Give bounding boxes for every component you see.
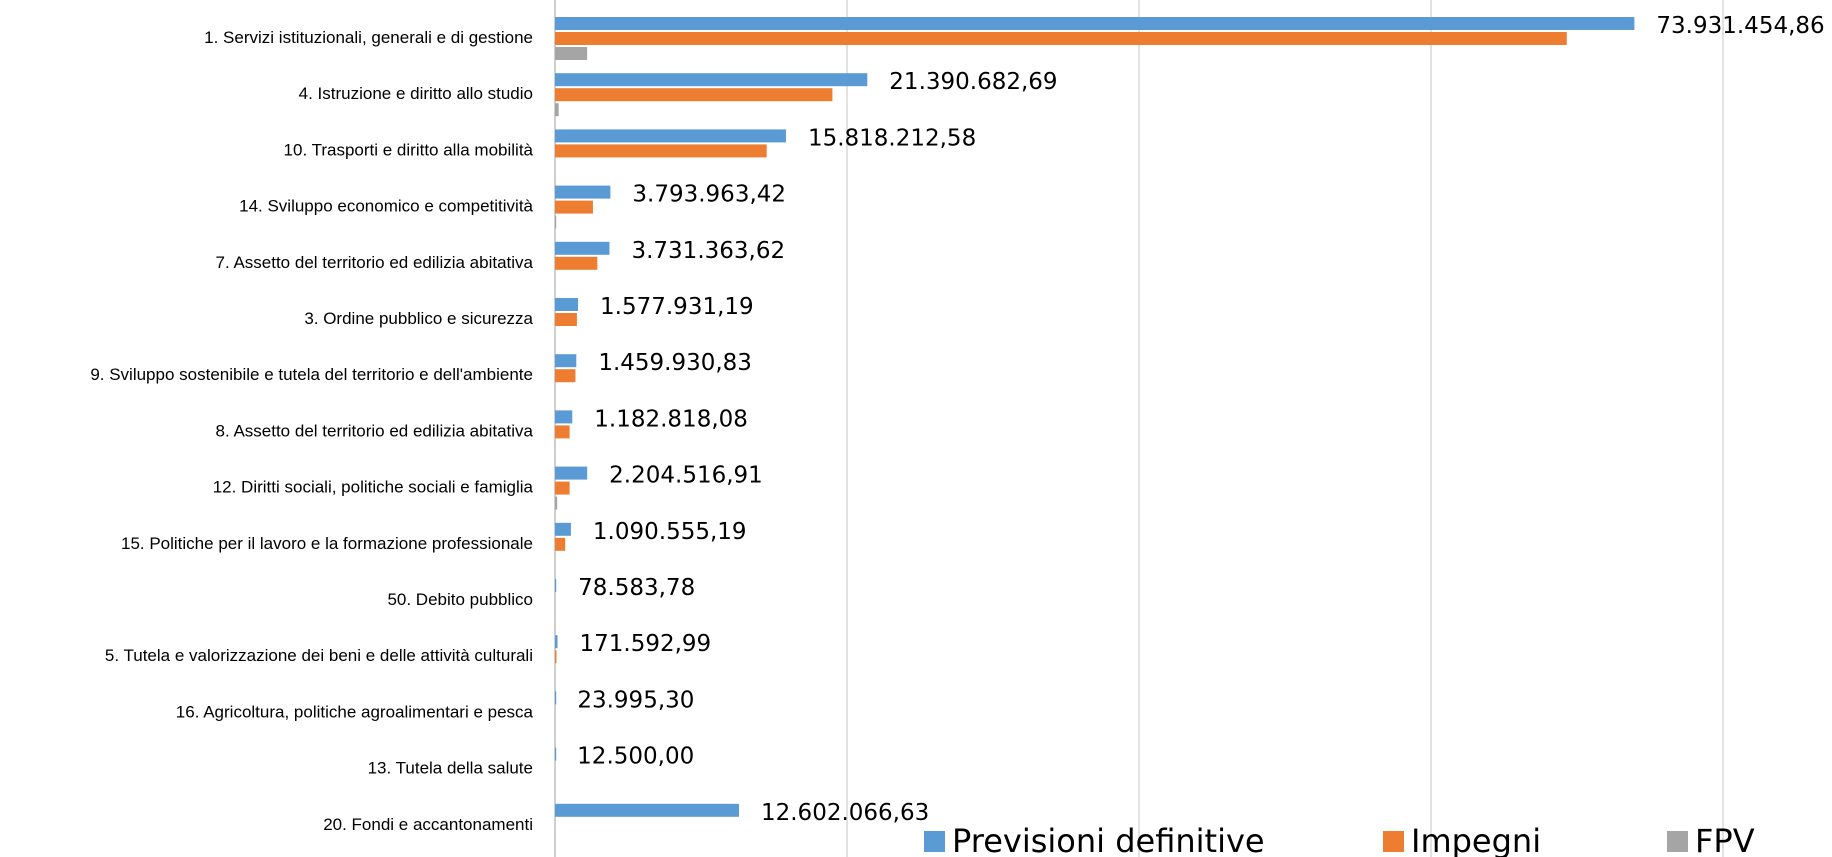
bar-previsioni-definitive: [555, 410, 573, 424]
bar-previsioni-definitive: [555, 803, 739, 817]
legend-label: Previsioni definitive: [952, 822, 1265, 857]
category-label: 16. Agricoltura, politiche agroalimentar…: [176, 702, 534, 721]
legend-swatch: [924, 831, 945, 852]
data-label: 1.090.555,19: [593, 519, 747, 545]
bar-impegni: [555, 256, 598, 270]
legend-label: FPV: [1695, 822, 1755, 857]
bar-fpv: [555, 496, 558, 510]
data-labels: 73.931.454,86 21.390.682,69 15.818.212,58 3…: [577, 13, 1824, 826]
bar-impegni: [555, 144, 767, 158]
data-label: 171.592,99: [580, 631, 712, 657]
category-label: 9. Sviluppo sostenibile e tutela del ter…: [90, 365, 533, 384]
bar-impegni: [555, 88, 833, 102]
bar-fpv: [555, 103, 559, 117]
bar-previsioni-definitive: [555, 635, 558, 649]
bars: [555, 17, 1635, 817]
category-label: 10. Trasporti e diritto alla mobilità: [284, 140, 534, 159]
data-label: 15.818.212,58: [808, 125, 976, 151]
data-label: 73.931.454,86: [1656, 13, 1824, 39]
legend-swatch: [1667, 831, 1688, 852]
bar-previsioni-definitive: [555, 691, 557, 705]
data-label: 1.459.930,83: [598, 350, 752, 376]
bar-previsioni-definitive: [555, 354, 577, 368]
data-label: 23.995,30: [577, 687, 694, 713]
bar-impegni: [555, 481, 570, 495]
legend: Previsioni definitive Impegni FPV: [924, 822, 1755, 857]
category-label: 3. Ordine pubblico e sicurezza: [304, 309, 533, 328]
data-label: 78.583,78: [578, 575, 695, 601]
category-label: 13. Tutela della salute: [368, 759, 533, 778]
data-label: 1.182.818,08: [594, 406, 748, 432]
bar-impegni: [555, 32, 1567, 45]
bar-previsioni-definitive: [555, 17, 1635, 30]
bar-previsioni-definitive: [555, 466, 588, 480]
bar-impegni: [555, 537, 566, 551]
gridlines: [554, 0, 1724, 857]
bar-fpv: [555, 47, 588, 60]
category-label: 1. Servizi istituzionali, generali e di …: [204, 28, 533, 47]
bar-impegni: [555, 200, 593, 214]
bar-impegni: [555, 650, 557, 664]
category-label: 4. Istruzione e diritto allo studio: [299, 84, 533, 103]
data-label: 21.390.682,69: [889, 69, 1057, 95]
category-label: 20. Fondi e accantonamenti: [323, 815, 533, 834]
bar-fpv: [555, 215, 557, 229]
legend-label: Impegni: [1411, 822, 1541, 857]
category-labels: 1. Servizi istituzionali, generali e di …: [90, 28, 533, 834]
category-label: 8. Assetto del territorio ed edilizia ab…: [215, 421, 533, 440]
bar-previsioni-definitive: [555, 579, 557, 592]
category-label: 12. Diritti sociali, politiche sociali e…: [213, 478, 534, 497]
bar-previsioni-definitive: [555, 522, 571, 536]
data-label: 3.793.963,42: [632, 182, 786, 208]
bar-previsioni-definitive: [555, 747, 557, 761]
data-label: 12.602.066,63: [761, 800, 929, 826]
bar-previsioni-definitive: [555, 298, 579, 311]
bar-previsioni-definitive: [555, 73, 868, 87]
legend-swatch: [1383, 831, 1404, 852]
category-label: 14. Sviluppo economico e competitività: [239, 197, 533, 216]
data-label: 2.204.516,91: [609, 463, 763, 489]
data-label: 3.731.363,62: [631, 238, 785, 264]
category-label: 50. Debito pubblico: [387, 590, 533, 609]
bar-previsioni-definitive: [555, 129, 786, 143]
bar-previsioni-definitive: [555, 185, 611, 199]
bar-impegni: [555, 425, 570, 439]
bar-impegni: [555, 313, 577, 326]
category-label: 7. Assetto del territorio ed edilizia ab…: [215, 253, 533, 272]
data-label: 12.500,00: [577, 744, 694, 770]
bar-previsioni-definitive: [555, 241, 610, 255]
data-label: 1.577.931,19: [600, 294, 754, 320]
category-label: 15. Politiche per il lavoro e la formazi…: [121, 534, 533, 553]
category-label: 5. Tutela e valorizzazione dei beni e de…: [105, 646, 533, 665]
bar-impegni: [555, 369, 576, 383]
